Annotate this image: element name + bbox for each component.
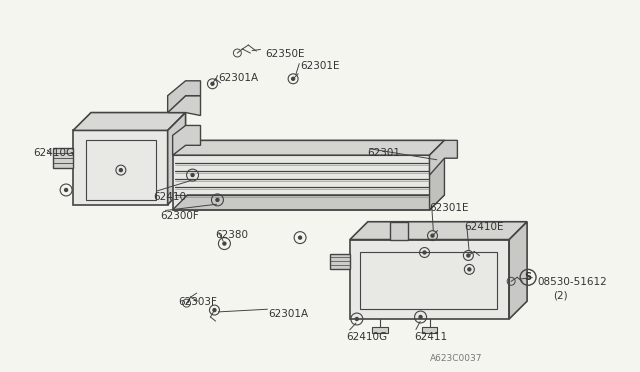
Text: 62410: 62410 bbox=[154, 192, 187, 202]
Text: 62301A: 62301A bbox=[218, 73, 259, 83]
Text: 62301E: 62301E bbox=[300, 61, 340, 71]
Circle shape bbox=[120, 169, 122, 171]
Polygon shape bbox=[372, 327, 388, 333]
Polygon shape bbox=[350, 222, 527, 240]
Text: A623C0037: A623C0037 bbox=[429, 354, 482, 363]
Polygon shape bbox=[429, 140, 444, 210]
Polygon shape bbox=[73, 113, 186, 131]
Circle shape bbox=[292, 77, 294, 80]
Circle shape bbox=[423, 251, 426, 254]
Polygon shape bbox=[173, 195, 444, 210]
Polygon shape bbox=[168, 113, 186, 205]
Circle shape bbox=[467, 254, 470, 257]
Polygon shape bbox=[390, 222, 408, 240]
Text: 62301E: 62301E bbox=[429, 203, 469, 213]
Circle shape bbox=[355, 318, 358, 321]
Text: S: S bbox=[525, 272, 532, 282]
Circle shape bbox=[191, 174, 194, 177]
Text: 08530-51612: 08530-51612 bbox=[537, 277, 607, 287]
Polygon shape bbox=[429, 140, 458, 175]
Text: 62301A: 62301A bbox=[268, 309, 308, 319]
Polygon shape bbox=[509, 222, 527, 319]
Text: 62300F: 62300F bbox=[161, 211, 200, 221]
Circle shape bbox=[468, 268, 471, 271]
Text: 62411: 62411 bbox=[415, 332, 448, 342]
Polygon shape bbox=[173, 155, 429, 210]
Polygon shape bbox=[330, 254, 350, 269]
Circle shape bbox=[211, 82, 214, 85]
Circle shape bbox=[213, 309, 216, 312]
Polygon shape bbox=[73, 131, 168, 205]
Circle shape bbox=[216, 198, 219, 201]
Text: 62380: 62380 bbox=[216, 230, 248, 240]
Circle shape bbox=[65, 189, 68, 192]
Circle shape bbox=[223, 242, 226, 245]
Text: 62301: 62301 bbox=[367, 148, 400, 158]
Circle shape bbox=[419, 315, 422, 318]
Polygon shape bbox=[53, 148, 73, 168]
Polygon shape bbox=[173, 125, 200, 155]
Text: (2): (2) bbox=[553, 290, 568, 300]
Text: 62410G: 62410G bbox=[346, 332, 387, 342]
Polygon shape bbox=[168, 81, 200, 113]
Text: 62410E: 62410E bbox=[465, 222, 504, 232]
Polygon shape bbox=[168, 96, 200, 116]
Circle shape bbox=[431, 234, 434, 237]
Circle shape bbox=[299, 236, 301, 239]
Polygon shape bbox=[422, 327, 438, 333]
Text: 62303F: 62303F bbox=[179, 297, 218, 307]
Text: 62410G: 62410G bbox=[33, 148, 74, 158]
Text: 62350E: 62350E bbox=[265, 49, 305, 59]
Polygon shape bbox=[350, 240, 509, 319]
Polygon shape bbox=[173, 140, 444, 155]
